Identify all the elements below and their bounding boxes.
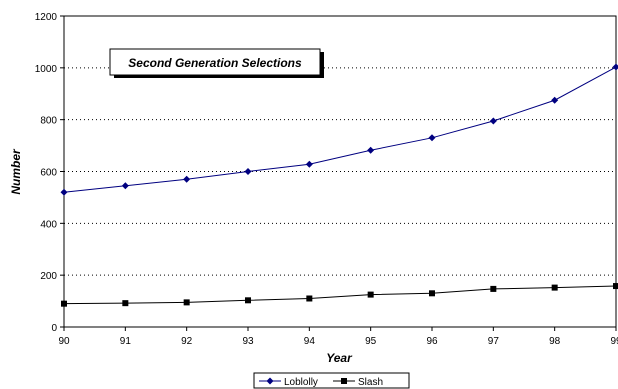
series-lines [60,63,618,307]
data-point-slash [183,299,190,306]
x-tick-label: 95 [365,336,377,347]
legend-item-slash: Slash [333,377,383,388]
data-point-slash [245,297,251,304]
data-point-slash [306,295,313,302]
data-point-loblolly [612,63,618,71]
y-tick-label: 200 [40,271,57,282]
legend-item-loblolly: Loblolly [259,377,318,388]
x-axis-label: Year [326,351,353,365]
x-tick-label: 94 [304,336,316,347]
y-axis-label: Number [9,148,23,195]
data-point-slash [490,285,497,292]
x-tick-label: 97 [488,336,500,347]
y-tick-label: 0 [51,323,57,334]
x-tick-label: 90 [58,336,70,347]
legend-label-loblolly: Loblolly [284,377,318,388]
data-point-slash [61,300,67,307]
legend-label-slash: Slash [358,377,383,388]
data-point-loblolly [367,146,375,154]
chart-title-box: Second Generation Selections [109,48,324,78]
series-line-loblolly [63,66,617,193]
data-point-loblolly [121,182,129,190]
y-tick-label: 1200 [35,12,58,23]
x-tick-label: 99 [610,336,618,347]
data-point-slash [613,283,618,290]
legend: Loblolly Slash [253,372,410,389]
data-point-slash [429,290,435,297]
y-tick-label: 800 [40,116,57,127]
x-tick-label: 92 [181,336,193,347]
x-tick-label: 91 [120,336,132,347]
y-tick-label: 1000 [35,64,58,75]
data-point-slash [551,284,558,291]
data-point-loblolly [489,117,497,125]
chart-title: Second Generation Selections [128,56,302,70]
data-point-slash [367,291,374,298]
y-tick-label: 600 [40,168,57,179]
axes: 0 200 400 600 800 1000 1200 90 91 92 93 94 95 96 97 98 9… [35,12,618,347]
diamond-marker-icon [266,377,274,385]
series-line-slash [63,285,617,305]
square-marker-icon [341,378,347,384]
x-tick-label: 98 [549,336,561,347]
data-point-loblolly [183,175,191,183]
data-point-loblolly [60,188,68,196]
x-tick-label: 93 [242,336,254,347]
data-point-loblolly [428,134,436,142]
data-point-loblolly [305,160,313,168]
legend-box [253,372,410,389]
x-tick-label: 96 [426,336,438,347]
data-point-loblolly [244,168,252,175]
data-point-loblolly [551,96,559,104]
data-point-slash [122,300,129,307]
y-tick-label: 400 [40,219,57,230]
